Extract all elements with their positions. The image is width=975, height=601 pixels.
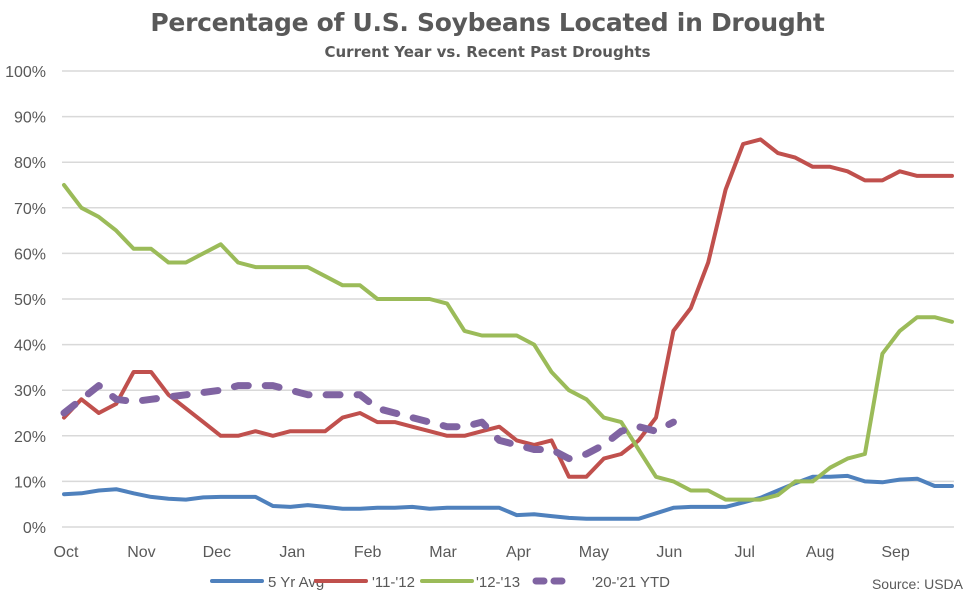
y-tick-label: 60% [14,246,46,263]
series-line-5-yr-avg [62,473,954,521]
y-tick-label: 20% [14,429,46,446]
y-tick-label: 0% [23,520,46,537]
x-tick-label: Jun [656,544,682,561]
legend: 5 Yr Avg '11-'12 '12-'13 '20-'21 YTD [210,574,670,591]
x-tick-label: Jul [735,544,755,561]
x-axis-ticks: Oct Nov Dec Jan Feb Mar Apr May Jun Jul Aug Sep [54,544,910,561]
y-tick-label: 80% [14,155,46,172]
series-line-11-12 [62,137,954,479]
chart-title: Percentage of U.S. Soybeans Located in D… [150,8,825,37]
x-tick-label: Mar [429,544,457,561]
y-axis-ticks: 0% 10% 20% 30% 40% 50% 60% 70% 80% 90% 100% [5,64,46,537]
y-tick-label: 70% [14,201,46,218]
source-note: Source: USDA [872,576,964,592]
y-tick-label: 30% [14,383,46,400]
x-tick-label: Feb [354,544,382,561]
x-tick-label: Aug [806,544,834,561]
y-tick-label: 100% [5,64,46,81]
legend-label: 5 Yr Avg [268,574,324,591]
y-tick-label: 40% [14,338,46,355]
x-tick-label: Sep [881,544,910,561]
series-line-20-21-ytd [60,382,677,463]
x-tick-label: Nov [127,544,155,561]
series-lines [60,137,954,521]
x-tick-label: May [579,544,609,561]
chart-subtitle: Current Year vs. Recent Past Droughts [324,43,651,61]
gridlines [62,70,954,528]
x-tick-label: Oct [54,544,79,561]
series-line-12-13 [62,183,954,502]
x-tick-label: Jan [279,544,305,561]
y-tick-label: 10% [14,474,46,491]
legend-label: '20-'21 YTD [592,574,670,591]
x-tick-label: Dec [203,544,231,561]
legend-label: '11-'12 [372,574,415,591]
legend-label: '12-'13 [476,574,520,591]
y-tick-label: 50% [14,292,46,309]
x-tick-label: Apr [506,544,532,561]
y-tick-label: 90% [14,110,46,127]
